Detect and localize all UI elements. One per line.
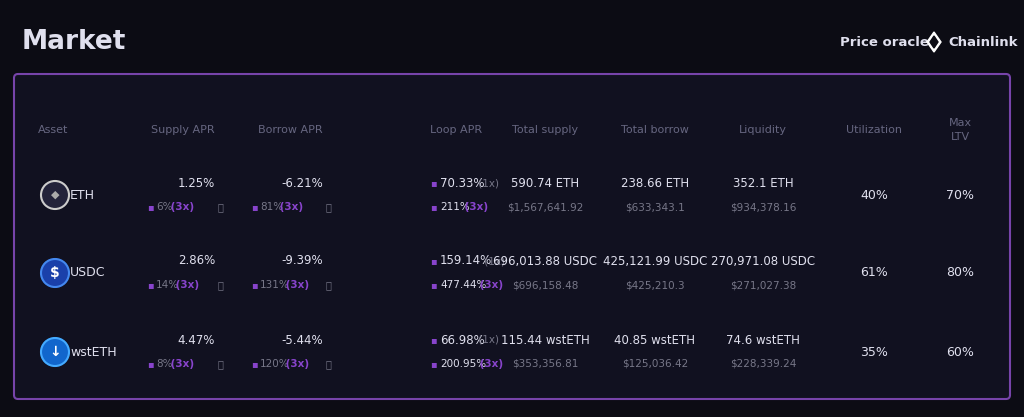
Text: ETH: ETH xyxy=(70,188,95,201)
Text: (3x): (3x) xyxy=(172,280,200,290)
Text: $934,378.16: $934,378.16 xyxy=(730,202,797,212)
Text: (3x): (3x) xyxy=(461,202,487,212)
Text: (3x): (3x) xyxy=(167,359,195,369)
Text: USDC: USDC xyxy=(70,266,105,279)
Text: (3x): (3x) xyxy=(282,280,309,290)
Text: 2.86%: 2.86% xyxy=(178,254,215,267)
Text: LTV: LTV xyxy=(950,132,970,142)
Text: ▪: ▪ xyxy=(430,335,436,345)
Text: 60%: 60% xyxy=(946,346,974,359)
Text: ⓘ: ⓘ xyxy=(218,202,224,212)
Text: Supply APR: Supply APR xyxy=(152,125,215,135)
Text: $271,027.38: $271,027.38 xyxy=(730,280,796,290)
Text: 70.33%: 70.33% xyxy=(440,176,484,189)
Text: $353,356.81: $353,356.81 xyxy=(512,359,579,369)
Text: ▪: ▪ xyxy=(251,280,258,290)
Text: 590.74 ETH: 590.74 ETH xyxy=(511,176,579,189)
Text: 4.47%: 4.47% xyxy=(177,334,215,347)
Text: 1.25%: 1.25% xyxy=(178,176,215,189)
Text: -5.44%: -5.44% xyxy=(282,334,323,347)
Text: $125,036.42: $125,036.42 xyxy=(622,359,688,369)
Text: 70%: 70% xyxy=(946,188,974,201)
Text: (3x): (3x) xyxy=(476,280,504,290)
Polygon shape xyxy=(930,36,938,48)
Polygon shape xyxy=(927,32,941,52)
Text: 35%: 35% xyxy=(860,346,888,359)
Text: ▪: ▪ xyxy=(430,280,436,290)
Text: (1x): (1x) xyxy=(475,335,499,345)
Text: 477.44%: 477.44% xyxy=(440,280,486,290)
Text: -9.39%: -9.39% xyxy=(282,254,323,267)
Text: (1x): (1x) xyxy=(475,178,499,188)
Text: $: $ xyxy=(50,266,59,280)
Text: ↓: ↓ xyxy=(49,345,60,359)
Text: 40%: 40% xyxy=(860,188,888,201)
Text: Total borrow: Total borrow xyxy=(622,125,689,135)
Text: $633,343.1: $633,343.1 xyxy=(625,202,685,212)
Circle shape xyxy=(41,259,69,287)
Text: 14%: 14% xyxy=(156,280,179,290)
Text: 115.44 wstETH: 115.44 wstETH xyxy=(501,334,590,347)
Text: ▪: ▪ xyxy=(430,359,436,369)
Text: ▪: ▪ xyxy=(430,256,436,266)
Text: $1,567,641.92: $1,567,641.92 xyxy=(507,202,584,212)
Text: $425,210.3: $425,210.3 xyxy=(626,280,685,290)
Text: Chainlink: Chainlink xyxy=(948,35,1018,48)
Text: Utilization: Utilization xyxy=(846,125,902,135)
Text: (3x): (3x) xyxy=(282,359,309,369)
Text: ⓘ: ⓘ xyxy=(218,280,224,290)
Text: ▪: ▪ xyxy=(251,202,258,212)
Text: 6%: 6% xyxy=(156,202,172,212)
Text: Total supply: Total supply xyxy=(512,125,579,135)
Circle shape xyxy=(41,181,69,209)
Circle shape xyxy=(41,338,69,366)
Text: -6.21%: -6.21% xyxy=(282,176,323,189)
Text: 80%: 80% xyxy=(946,266,974,279)
Text: 270,971.08 USDC: 270,971.08 USDC xyxy=(711,254,815,267)
Text: Loop APR: Loop APR xyxy=(430,125,482,135)
Text: ▪: ▪ xyxy=(147,280,154,290)
Text: ▪: ▪ xyxy=(147,359,154,369)
Text: ▪: ▪ xyxy=(251,359,258,369)
Text: Liquidity: Liquidity xyxy=(739,125,787,135)
Text: wstETH: wstETH xyxy=(70,346,117,359)
Text: (3x): (3x) xyxy=(276,202,304,212)
Text: ⓘ: ⓘ xyxy=(326,359,332,369)
Text: Max: Max xyxy=(948,118,972,128)
Text: 211%: 211% xyxy=(440,202,470,212)
Text: Price oracle: Price oracle xyxy=(840,35,929,48)
Text: 159.14%: 159.14% xyxy=(440,254,493,267)
Text: 81%: 81% xyxy=(260,202,283,212)
Text: 696,013.88 USDC: 696,013.88 USDC xyxy=(493,254,597,267)
Text: 352.1 ETH: 352.1 ETH xyxy=(733,176,794,189)
Text: Asset: Asset xyxy=(38,125,69,135)
Text: ▪: ▪ xyxy=(430,178,436,188)
Text: Market: Market xyxy=(22,29,126,55)
Text: 61%: 61% xyxy=(860,266,888,279)
Text: 74.6 wstETH: 74.6 wstETH xyxy=(726,334,800,347)
Text: ⓘ: ⓘ xyxy=(326,280,332,290)
Text: ▪: ▪ xyxy=(430,202,436,212)
Text: Borrow APR: Borrow APR xyxy=(258,125,323,135)
Text: (1x): (1x) xyxy=(480,256,505,266)
FancyBboxPatch shape xyxy=(14,74,1010,399)
Text: 66.98%: 66.98% xyxy=(440,334,484,347)
Text: (3x): (3x) xyxy=(167,202,195,212)
Text: $696,158.48: $696,158.48 xyxy=(512,280,579,290)
Text: ▪: ▪ xyxy=(147,202,154,212)
Text: 238.66 ETH: 238.66 ETH xyxy=(621,176,689,189)
Text: 200.95%: 200.95% xyxy=(440,359,486,369)
Text: (3x): (3x) xyxy=(476,359,504,369)
Text: 131%: 131% xyxy=(260,280,290,290)
Text: 425,121.99 USDC: 425,121.99 USDC xyxy=(603,254,708,267)
Text: ⓘ: ⓘ xyxy=(326,202,332,212)
Text: 120%: 120% xyxy=(260,359,290,369)
Text: 8%: 8% xyxy=(156,359,172,369)
Text: $228,339.24: $228,339.24 xyxy=(730,359,797,369)
Text: ⓘ: ⓘ xyxy=(218,359,224,369)
Text: ◆: ◆ xyxy=(51,190,59,200)
Text: 40.85 wstETH: 40.85 wstETH xyxy=(614,334,695,347)
